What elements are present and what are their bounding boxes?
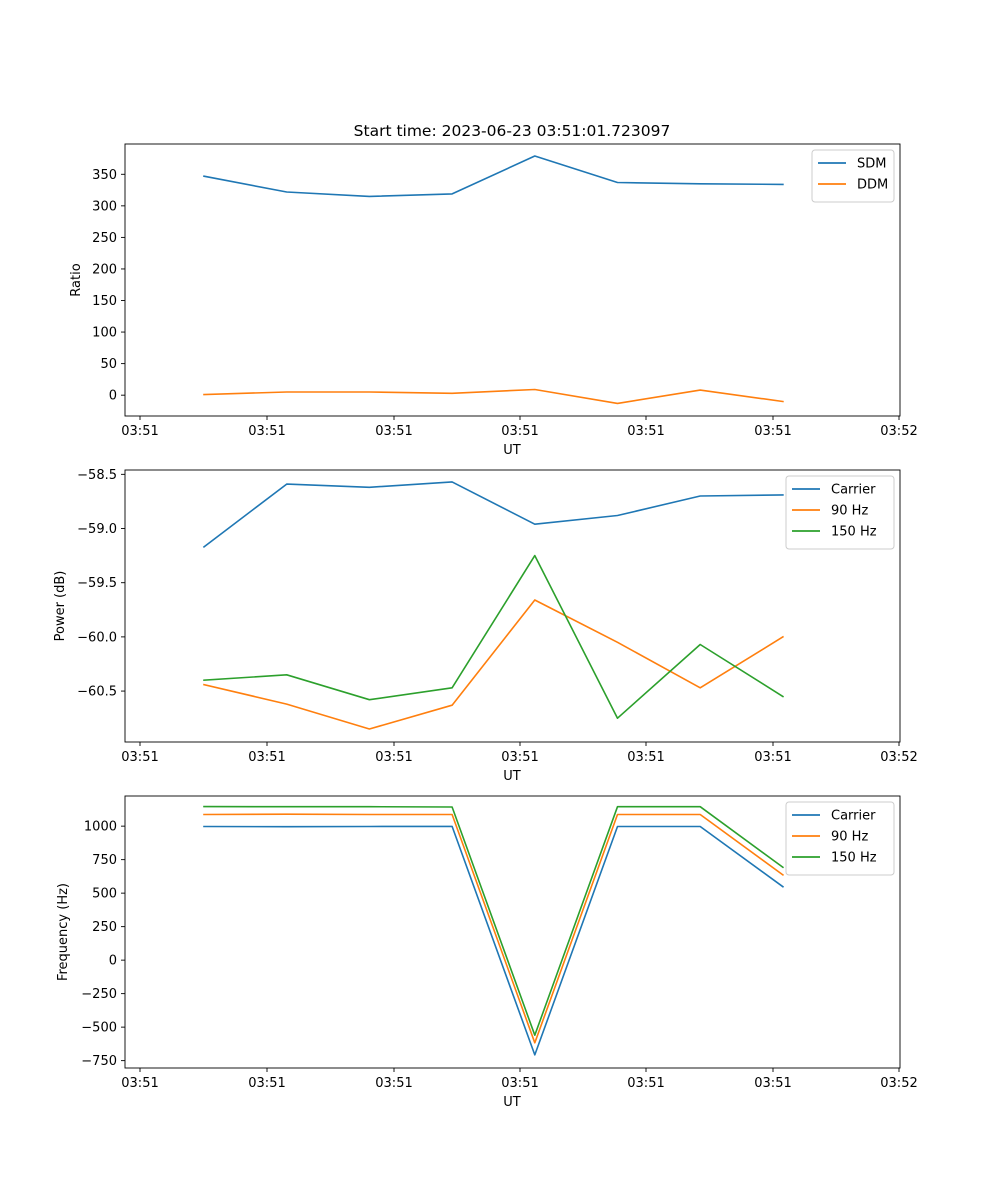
series-line-150-hz: [203, 554, 785, 720]
x-tick-label: 03:51: [248, 750, 285, 765]
x-tick-label: 03:51: [375, 750, 412, 765]
y-tick-label: 50: [100, 357, 117, 372]
plot-frame: [124, 469, 901, 743]
legend-label: DDM: [857, 178, 888, 193]
x-tick-label: 03:51: [754, 424, 791, 439]
series-line-sdm: [203, 155, 784, 198]
x-tick-label: 03:51: [627, 750, 664, 765]
chart-panel-2: 03:51 03:51 03:51 03:51 03:51 03:51 03:52 UT −60…: [53, 468, 918, 784]
legend: Carrier 90 Hz 150 Hz: [785, 801, 895, 876]
series-line-carrier: [203, 825, 785, 1056]
legend-label: SDM: [857, 157, 886, 172]
y-tick-label: −60.0: [77, 630, 117, 645]
y-tick-label: 500: [92, 887, 117, 902]
x-tick-label: 03:51: [627, 1076, 664, 1091]
y-tick-label: 1000: [84, 820, 117, 835]
series-line-90-hz: [203, 599, 785, 730]
y-tick-label: −250: [81, 987, 117, 1002]
x-tick-label: 03:51: [754, 1076, 791, 1091]
y-tick-label: −750: [81, 1054, 117, 1069]
x-tick-label: 03:51: [375, 1076, 412, 1091]
x-tick-label: 03:51: [501, 1076, 538, 1091]
y-tick-label: 750: [92, 853, 117, 868]
chart-panels: 03:51 03:51 03:51 03:51 03:51 03:51 03:52 UT 0 50…: [53, 143, 918, 1110]
legend: SDM DDM: [811, 149, 895, 203]
y-tick-label: −59.5: [77, 576, 117, 591]
x-axis-label: UT: [503, 443, 521, 458]
y-tick-label: 250: [92, 231, 117, 246]
y-tick-label: −60.5: [77, 685, 117, 700]
legend-label: 90 Hz: [831, 830, 868, 845]
x-tick-label: 03:51: [248, 424, 285, 439]
series-line-carrier: [202, 481, 784, 549]
chart-panel-3: 03:51 03:51 03:51 03:51 03:51 03:51 03:52 UT −75…: [56, 795, 918, 1110]
x-tick-label: 03:51: [375, 424, 412, 439]
y-axis-label: Frequency (Hz): [56, 883, 71, 981]
y-tick-label: 200: [92, 262, 117, 277]
x-tick-label: 03:52: [880, 1076, 917, 1091]
y-tick-label: −500: [81, 1021, 117, 1036]
chart-title: Start time: 2023-06-23 03:51:01.723097: [354, 122, 671, 140]
y-axis-label: Ratio: [69, 263, 84, 296]
x-axis-label: UT: [503, 1095, 521, 1110]
x-tick-label: 03:51: [121, 1076, 158, 1091]
x-axis-label: UT: [503, 769, 521, 784]
x-tick-label: 03:51: [248, 1076, 285, 1091]
series-line-150-hz: [203, 805, 785, 1036]
y-tick-label: 300: [92, 199, 117, 214]
series-line-ddm: [203, 388, 784, 405]
x-tick-label: 03:51: [501, 750, 538, 765]
y-tick-label: 350: [92, 168, 117, 183]
legend-label: 150 Hz: [831, 851, 877, 866]
chart-panel-1: 03:51 03:51 03:51 03:51 03:51 03:51 03:52 UT 0 50…: [69, 143, 918, 458]
y-tick-label: 250: [92, 920, 117, 935]
plot-frame: [124, 795, 901, 1069]
x-tick-label: 03:52: [880, 424, 917, 439]
legend-label: 90 Hz: [831, 504, 868, 519]
y-tick-label: −58.5: [77, 468, 117, 483]
x-tick-label: 03:51: [501, 424, 538, 439]
y-tick-label: 150: [92, 294, 117, 309]
y-tick-label: −59.0: [77, 522, 117, 537]
legend-label: Carrier: [831, 483, 876, 498]
plot-frame: [124, 143, 901, 417]
x-tick-label: 03:51: [121, 424, 158, 439]
x-tick-label: 03:52: [880, 750, 917, 765]
y-tick-label: 0: [109, 389, 117, 404]
series-line-90-hz: [203, 813, 785, 1044]
legend: Carrier 90 Hz 150 Hz: [785, 475, 895, 550]
x-tick-label: 03:51: [627, 424, 664, 439]
y-tick-label: 0: [109, 954, 117, 969]
legend-label: Carrier: [831, 809, 876, 824]
legend-label: 150 Hz: [831, 525, 877, 540]
y-axis-label: Power (dB): [53, 571, 68, 642]
y-tick-label: 100: [92, 326, 117, 341]
x-tick-label: 03:51: [754, 750, 791, 765]
x-tick-label: 03:51: [121, 750, 158, 765]
